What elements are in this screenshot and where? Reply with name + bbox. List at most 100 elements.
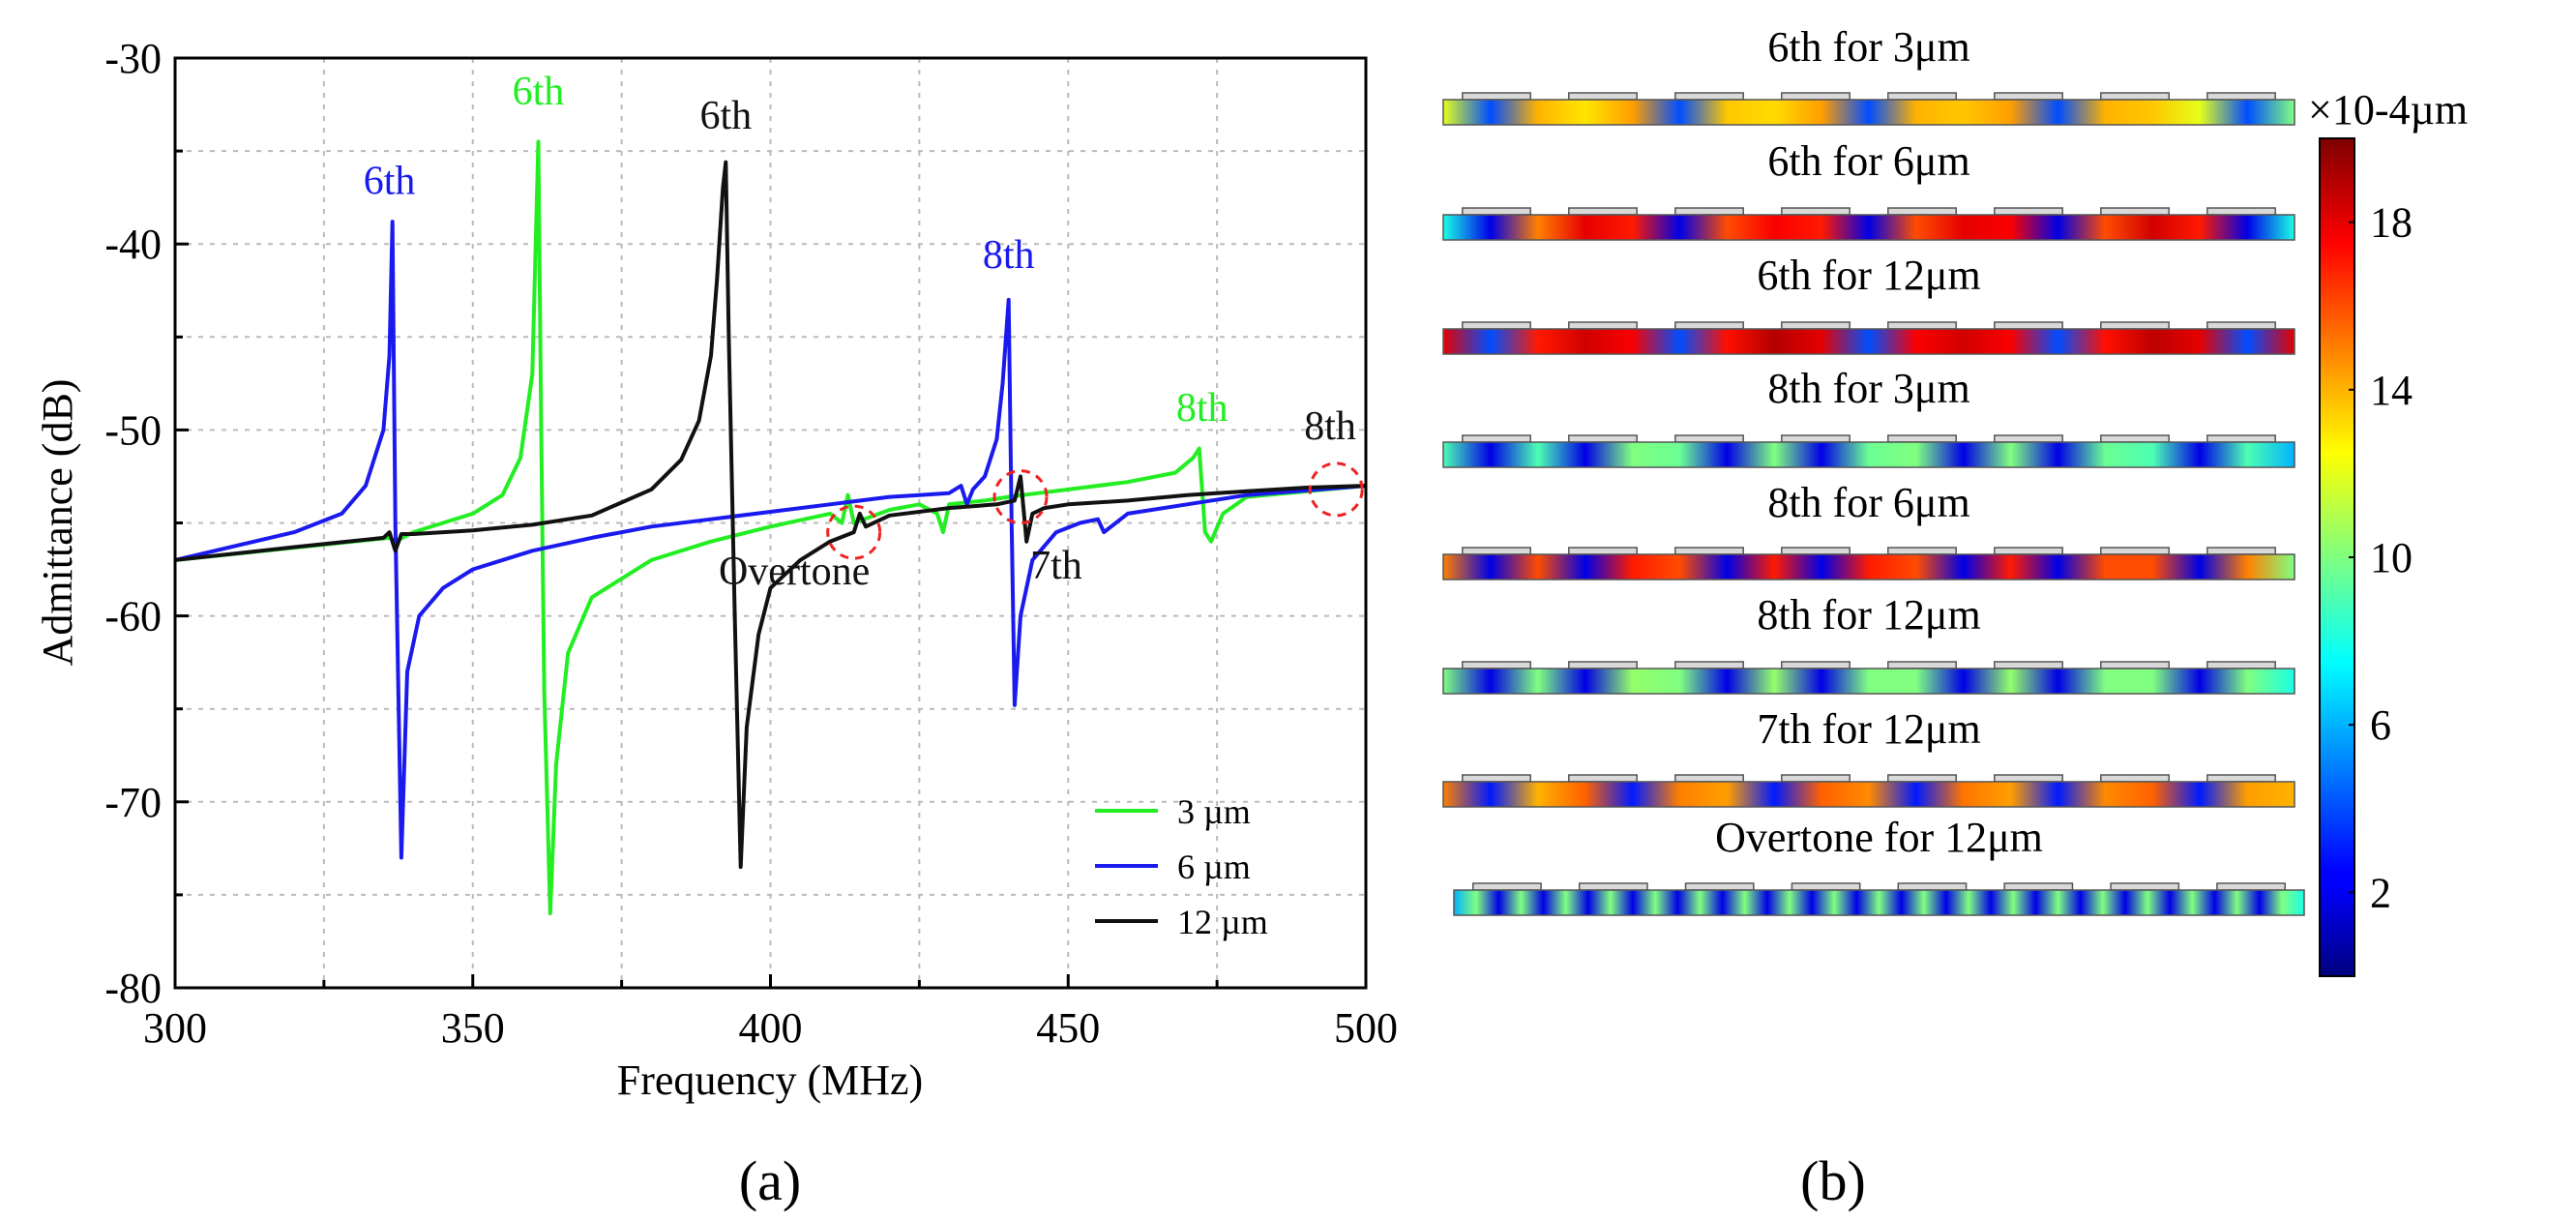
mode-title: 8th for 12μm <box>1757 591 1980 639</box>
axis-ticks: 300 350 400 450 500 -80 -70 -60 -50 -40 -30 <box>104 35 1398 1052</box>
electrode-tab <box>2100 321 2170 330</box>
colorbar-unit-label: ×10-4µm <box>2308 86 2468 134</box>
electrode-tab <box>2100 92 2170 101</box>
x-tick-label: 500 <box>1334 1004 1398 1052</box>
electrode-tab <box>1781 661 1851 670</box>
electrode-tab <box>1887 547 1957 555</box>
highlight-circles <box>826 461 1364 560</box>
electrode-tab <box>1887 774 1957 783</box>
electrode-tab <box>1674 661 1744 670</box>
mode-shape-bar <box>1442 441 2295 468</box>
electrode-tab <box>2206 774 2276 783</box>
peak-label: 7th <box>1030 544 1082 588</box>
electrode-tab <box>1781 321 1851 330</box>
colorbar-tick-label: 6 <box>2370 701 2391 749</box>
electrode-tab <box>2110 882 2180 891</box>
x-axis-label: Frequency (MHz) <box>617 1056 923 1104</box>
electrode-tab <box>1462 774 1531 783</box>
y-tick-label: -80 <box>104 965 162 1012</box>
electrode-tab <box>1568 547 1638 555</box>
electrode-tab <box>2100 434 2170 443</box>
electrode-tab <box>2003 882 2074 891</box>
legend: 3 µm 6 µm 12 µm <box>1095 792 1268 941</box>
series-line-12um <box>175 160 1366 870</box>
mode-title: 6th for 3μm <box>1767 23 1969 71</box>
electrode-tab <box>2206 661 2276 670</box>
electrode-tab <box>1462 434 1531 443</box>
electrode-tab <box>1578 882 1648 891</box>
peak-label: 8th <box>1176 386 1229 431</box>
mode-shape-bar <box>1442 99 2295 126</box>
peak-label: 8th <box>1304 404 1356 449</box>
electrode-tab <box>2100 661 2170 670</box>
grid <box>175 58 1366 988</box>
electrode-tab <box>1674 92 1744 101</box>
x-tick-label: 300 <box>143 1004 207 1052</box>
electrode-tab <box>2216 882 2286 891</box>
mode-shape-bar <box>1442 328 2295 355</box>
electrode-tab <box>1568 207 1638 216</box>
electrode-tab <box>1568 661 1638 670</box>
electrode-tab <box>1568 434 1638 443</box>
highlight-circle <box>992 469 1049 525</box>
electrode-tab <box>1994 321 2063 330</box>
mode-title: 7th for 12μm <box>1757 705 1980 753</box>
y-tick-label: -70 <box>104 779 162 826</box>
electrode-tab <box>1887 434 1957 443</box>
electrode-tab <box>1887 207 1957 216</box>
mode-shape-bar <box>1442 781 2295 808</box>
electrode-tab <box>1568 774 1638 783</box>
electrode-tab <box>1674 774 1744 783</box>
panel-a-chart: 300 350 400 450 500-80-70-60-50-40-30 6th6th… <box>34 35 1398 1212</box>
peak-label: 6th <box>700 94 753 138</box>
mode-shape-bar <box>1442 553 2295 580</box>
electrode-tab <box>2100 207 2170 216</box>
highlight-circle <box>826 504 882 560</box>
mode-title: 6th for 6μm <box>1767 137 1969 185</box>
panel-b-mode-shapes: 6th for 3μm 6th for 6μm 6th for 12μm 8th fo… <box>1442 23 2468 1212</box>
electrode-tab <box>2100 547 2170 555</box>
highlight-circle <box>1308 461 1364 518</box>
legend-label: 12 µm <box>1177 903 1268 941</box>
electrode-tab <box>1462 92 1531 101</box>
electrode-tab <box>1994 92 2063 101</box>
electrode-tab <box>1791 882 1861 891</box>
electrode-tab <box>1781 207 1851 216</box>
peak-label: 6th <box>513 70 565 114</box>
mode-title: 8th for 3μm <box>1767 365 1969 412</box>
electrode-tab <box>1674 321 1744 330</box>
electrode-tab <box>1568 92 1638 101</box>
colorbar-tick-label: 14 <box>2370 367 2413 414</box>
peak-label: 8th <box>983 233 1035 278</box>
mode-title: Overtone for 12μm <box>1715 814 2043 861</box>
electrode-tab <box>2206 92 2276 101</box>
electrode-tab <box>2206 207 2276 216</box>
mode-shape-bar <box>1442 668 2295 695</box>
legend-label: 3 µm <box>1177 792 1251 831</box>
electrode-tab <box>1462 207 1531 216</box>
electrode-tab <box>1887 92 1957 101</box>
electrode-tab <box>1462 321 1531 330</box>
colorbar-ticks: 2 6 10 14 18 <box>2349 199 2413 916</box>
mode-shape-bar <box>1442 214 2295 241</box>
electrode-tab <box>2206 547 2276 555</box>
x-tick-label: 400 <box>739 1004 803 1052</box>
electrode-tab <box>2206 434 2276 443</box>
y-tick-label: -40 <box>104 221 162 268</box>
colorbar: ×10-4µm 2 6 10 14 18 <box>2308 86 2468 977</box>
electrode-tab <box>1781 547 1851 555</box>
electrode-tab <box>1994 434 2063 443</box>
electrode-tab <box>1994 207 2063 216</box>
mode-title: 6th for 12μm <box>1757 252 1980 299</box>
electrode-tab <box>1674 207 1744 216</box>
electrode-tab <box>1462 661 1531 670</box>
y-axis-label: Admittance (dB) <box>34 379 81 667</box>
electrode-tab <box>1684 882 1755 891</box>
peak-label: 6th <box>364 159 416 203</box>
peak-label: Overtone <box>719 550 870 594</box>
panel-a-caption: (a) <box>739 1149 801 1212</box>
y-tick-label: -30 <box>104 35 162 82</box>
electrode-tab <box>1781 92 1851 101</box>
electrode-tab <box>1674 547 1744 555</box>
